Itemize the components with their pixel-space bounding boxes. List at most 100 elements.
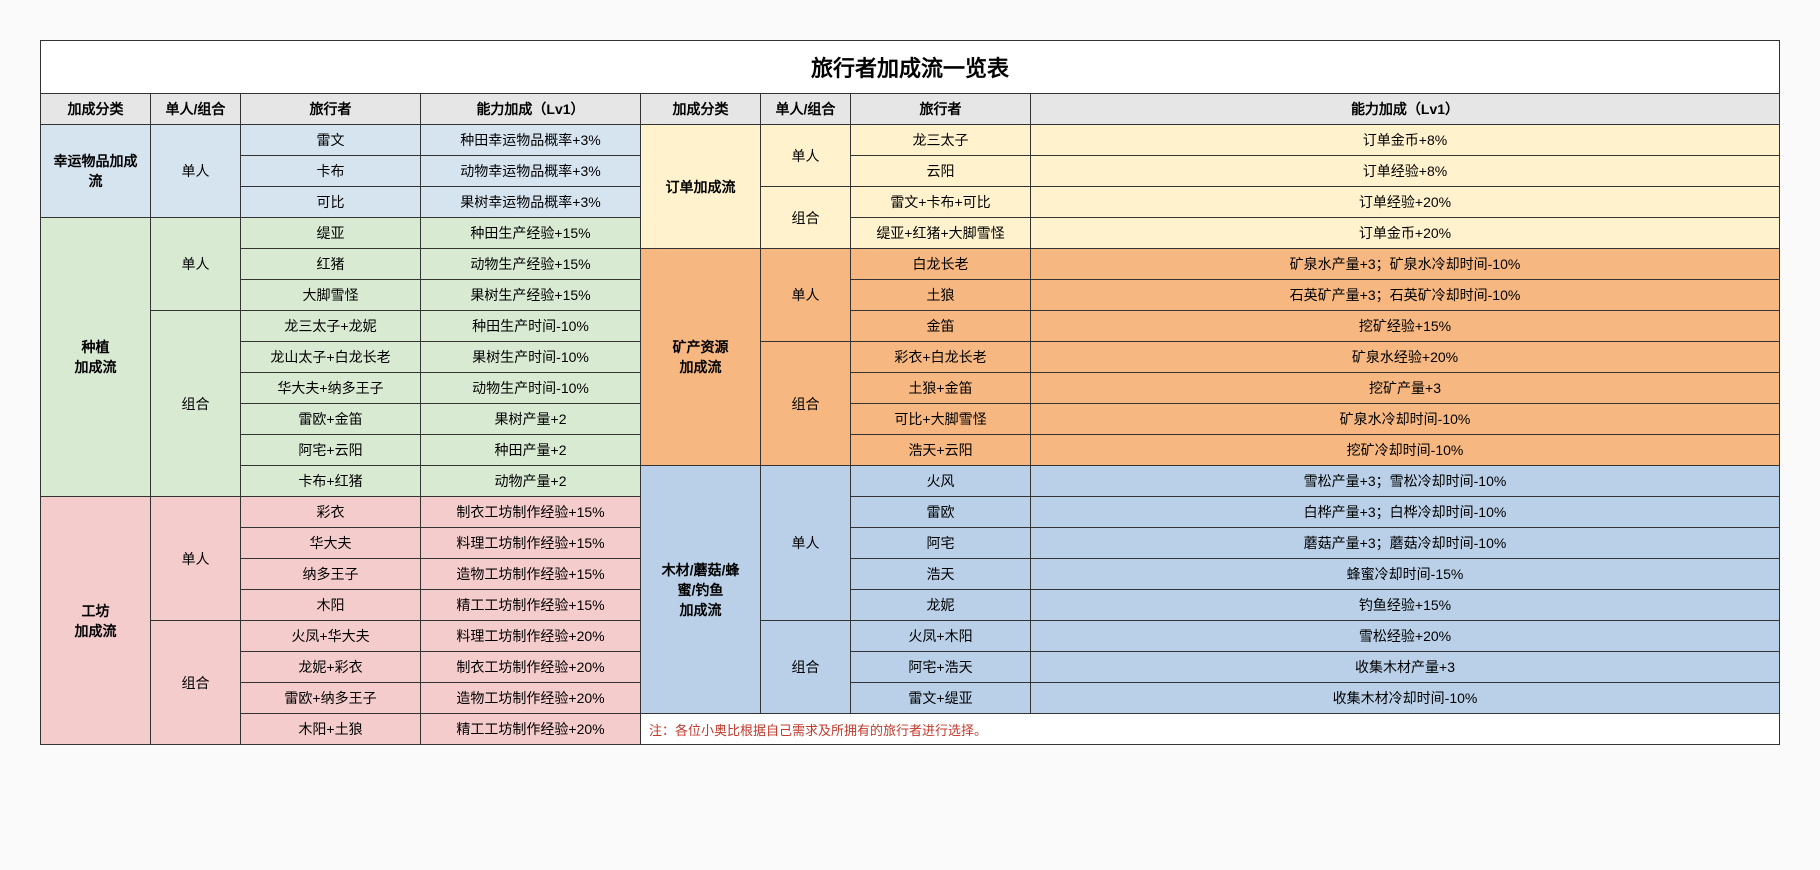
cell: 果树生产时间-10% [421,342,641,373]
cell: 矿产资源 加成流 [641,249,761,466]
cell: 浩天 [851,559,1031,590]
cell: 矿泉水冷却时间-10% [1031,404,1780,435]
cell: 种田生产时间-10% [421,311,641,342]
cell: 云阳 [851,156,1031,187]
cell: 种田生产经验+15% [421,218,641,249]
cell: 组合 [761,187,851,249]
cell: 挖矿产量+3 [1031,373,1780,404]
cell: 雪松产量+3；雪松冷却时间-10% [1031,466,1780,497]
cell: 种田产量+2 [421,435,641,466]
column-header: 加成分类 [41,94,151,125]
cell: 收集木材产量+3 [1031,652,1780,683]
cell: 造物工坊制作经验+20% [421,683,641,714]
cell: 木阳 [241,590,421,621]
cell: 矿泉水经验+20% [1031,342,1780,373]
cell: 雷文+缇亚 [851,683,1031,714]
cell: 蜂蜜冷却时间-15% [1031,559,1780,590]
cell: 单人 [761,249,851,342]
cell: 单人 [151,218,241,311]
cell: 果树幸运物品概率+3% [421,187,641,218]
cell: 订单经验+8% [1031,156,1780,187]
cell: 种植 加成流 [41,218,151,497]
cell: 白龙长老 [851,249,1031,280]
cell: 缇亚 [241,218,421,249]
cell: 木材/蘑菇/蜂 蜜/钓鱼 加成流 [641,466,761,714]
cell: 彩衣 [241,497,421,528]
cell: 组合 [151,311,241,497]
cell: 土狼+金笛 [851,373,1031,404]
cell: 浩天+云阳 [851,435,1031,466]
cell: 彩衣+白龙长老 [851,342,1031,373]
cell: 卡布 [241,156,421,187]
cell: 订单金币+8% [1031,125,1780,156]
cell: 料理工坊制作经验+15% [421,528,641,559]
cell: 订单金币+20% [1031,218,1780,249]
table-title: 旅行者加成流一览表 [41,41,1780,94]
column-header: 能力加成（Lv1） [1031,94,1780,125]
cell: 金笛 [851,311,1031,342]
column-header: 旅行者 [851,94,1031,125]
cell: 石英矿产量+3；石英矿冷却时间-10% [1031,280,1780,311]
cell: 单人 [151,125,241,218]
cell: 龙三太子 [851,125,1031,156]
cell: 大脚雪怪 [241,280,421,311]
cell: 木阳+土狼 [241,714,421,745]
cell: 组合 [151,621,241,745]
cell: 缇亚+红猪+大脚雪怪 [851,218,1031,249]
cell: 龙三太子+龙妮 [241,311,421,342]
cell: 组合 [761,342,851,466]
cell: 阿宅 [851,528,1031,559]
column-header: 旅行者 [241,94,421,125]
cell: 雪松经验+20% [1031,621,1780,652]
cell: 阿宅+云阳 [241,435,421,466]
cell: 精工工坊制作经验+15% [421,590,641,621]
cell: 火风 [851,466,1031,497]
cell: 华大夫+纳多王子 [241,373,421,404]
cell: 可比 [241,187,421,218]
bonus-table: 旅行者加成流一览表加成分类单人/组合旅行者能力加成（Lv1）加成分类单人/组合旅… [40,40,1780,745]
cell: 组合 [761,621,851,714]
cell: 订单经验+20% [1031,187,1780,218]
cell: 挖矿冷却时间-10% [1031,435,1780,466]
cell: 动物生产经验+15% [421,249,641,280]
cell: 火凤+华大夫 [241,621,421,652]
cell: 蘑菇产量+3；蘑菇冷却时间-10% [1031,528,1780,559]
cell: 华大夫 [241,528,421,559]
cell: 雷文 [241,125,421,156]
cell: 钓鱼经验+15% [1031,590,1780,621]
cell: 雷文+卡布+可比 [851,187,1031,218]
cell: 单人 [151,497,241,621]
cell: 单人 [761,466,851,621]
cell: 果树产量+2 [421,404,641,435]
cell: 料理工坊制作经验+20% [421,621,641,652]
cell: 精工工坊制作经验+20% [421,714,641,745]
cell: 龙妮 [851,590,1031,621]
cell: 挖矿经验+15% [1031,311,1780,342]
cell: 白桦产量+3；白桦冷却时间-10% [1031,497,1780,528]
cell: 种田幸运物品概率+3% [421,125,641,156]
cell: 土狼 [851,280,1031,311]
cell: 卡布+红猪 [241,466,421,497]
cell: 雷欧 [851,497,1031,528]
cell: 收集木材冷却时间-10% [1031,683,1780,714]
cell: 制衣工坊制作经验+20% [421,652,641,683]
column-header: 加成分类 [641,94,761,125]
cell: 动物产量+2 [421,466,641,497]
cell: 龙妮+彩衣 [241,652,421,683]
cell: 龙山太子+白龙长老 [241,342,421,373]
cell: 雷欧+金笛 [241,404,421,435]
note: 注：各位小奥比根据自己需求及所拥有的旅行者进行选择。 [641,714,1780,745]
cell: 火凤+木阳 [851,621,1031,652]
cell: 幸运物品加成流 [41,125,151,218]
cell: 单人 [761,125,851,187]
cell: 工坊 加成流 [41,497,151,745]
cell: 动物生产时间-10% [421,373,641,404]
cell: 制衣工坊制作经验+15% [421,497,641,528]
column-header: 单人/组合 [151,94,241,125]
cell: 动物幸运物品概率+3% [421,156,641,187]
cell: 矿泉水产量+3；矿泉水冷却时间-10% [1031,249,1780,280]
cell: 纳多王子 [241,559,421,590]
cell: 可比+大脚雪怪 [851,404,1031,435]
cell: 阿宅+浩天 [851,652,1031,683]
cell: 造物工坊制作经验+15% [421,559,641,590]
